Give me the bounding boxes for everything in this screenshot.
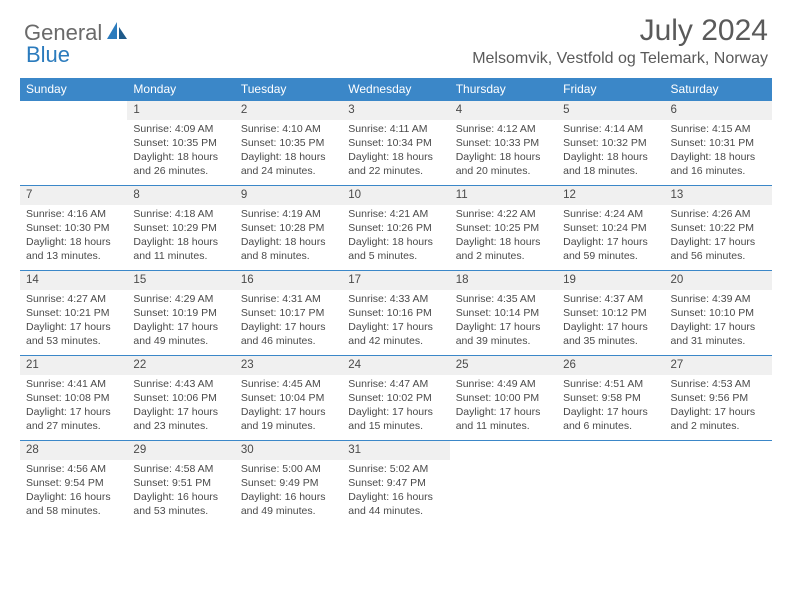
day-number: 21 [20,356,127,375]
day-number-row: 28293031 [20,441,772,460]
day-number: 9 [235,186,342,205]
day-content-row: Sunrise: 4:41 AM Sunset: 10:08 PM Daylig… [20,375,772,441]
day-cell: Sunrise: 4:15 AM Sunset: 10:31 PM Daylig… [665,120,772,186]
day-number: 15 [127,271,234,290]
day-cell [20,120,127,186]
day-cell: Sunrise: 4:29 AM Sunset: 10:19 PM Daylig… [127,290,234,356]
day-cell [557,460,664,526]
day-cell: Sunrise: 4:09 AM Sunset: 10:35 PM Daylig… [127,120,234,186]
day-number: 19 [557,271,664,290]
day-cell: Sunrise: 4:19 AM Sunset: 10:28 PM Daylig… [235,205,342,271]
day-cell: Sunrise: 4:27 AM Sunset: 10:21 PM Daylig… [20,290,127,356]
logo-text-blue: Blue [26,42,70,67]
day-cell: Sunrise: 4:14 AM Sunset: 10:32 PM Daylig… [557,120,664,186]
day-cell: Sunrise: 4:37 AM Sunset: 10:12 PM Daylig… [557,290,664,356]
weekday-header: Saturday [665,78,772,101]
day-number: 13 [665,186,772,205]
day-number-row: 123456 [20,101,772,120]
day-number: 28 [20,441,127,460]
day-content-row: Sunrise: 4:16 AM Sunset: 10:30 PM Daylig… [20,205,772,271]
day-number: 5 [557,101,664,120]
day-cell: Sunrise: 4:58 AM Sunset: 9:51 PM Dayligh… [127,460,234,526]
day-content-row: Sunrise: 4:56 AM Sunset: 9:54 PM Dayligh… [20,460,772,526]
day-cell: Sunrise: 4:45 AM Sunset: 10:04 PM Daylig… [235,375,342,441]
day-cell: Sunrise: 4:24 AM Sunset: 10:24 PM Daylig… [557,205,664,271]
day-number: 7 [20,186,127,205]
day-cell [450,460,557,526]
day-number: 26 [557,356,664,375]
day-number: 20 [665,271,772,290]
day-cell: Sunrise: 4:35 AM Sunset: 10:14 PM Daylig… [450,290,557,356]
day-number [20,101,127,120]
day-number [665,441,772,460]
day-number: 30 [235,441,342,460]
day-cell: Sunrise: 4:31 AM Sunset: 10:17 PM Daylig… [235,290,342,356]
day-number: 14 [20,271,127,290]
day-cell: Sunrise: 4:26 AM Sunset: 10:22 PM Daylig… [665,205,772,271]
day-cell: Sunrise: 4:21 AM Sunset: 10:26 PM Daylig… [342,205,449,271]
day-number: 22 [127,356,234,375]
day-number: 6 [665,101,772,120]
day-number: 31 [342,441,449,460]
weekday-header-row: Sunday Monday Tuesday Wednesday Thursday… [20,78,772,101]
day-cell: Sunrise: 4:49 AM Sunset: 10:00 PM Daylig… [450,375,557,441]
location: Melsomvik, Vestfold og Telemark, Norway [472,50,768,68]
day-number: 3 [342,101,449,120]
weekday-header: Tuesday [235,78,342,101]
day-cell: Sunrise: 4:11 AM Sunset: 10:34 PM Daylig… [342,120,449,186]
day-number: 25 [450,356,557,375]
day-number-row: 14151617181920 [20,271,772,290]
weekday-header: Friday [557,78,664,101]
day-number: 4 [450,101,557,120]
day-cell: Sunrise: 4:47 AM Sunset: 10:02 PM Daylig… [342,375,449,441]
day-cell: Sunrise: 4:53 AM Sunset: 9:56 PM Dayligh… [665,375,772,441]
day-cell: Sunrise: 4:16 AM Sunset: 10:30 PM Daylig… [20,205,127,271]
day-number: 24 [342,356,449,375]
day-cell: Sunrise: 4:41 AM Sunset: 10:08 PM Daylig… [20,375,127,441]
day-number: 27 [665,356,772,375]
day-cell: Sunrise: 4:10 AM Sunset: 10:35 PM Daylig… [235,120,342,186]
month-title: July 2024 [472,14,768,48]
day-number: 8 [127,186,234,205]
day-content-row: Sunrise: 4:27 AM Sunset: 10:21 PM Daylig… [20,290,772,356]
day-cell [665,460,772,526]
day-cell: Sunrise: 5:02 AM Sunset: 9:47 PM Dayligh… [342,460,449,526]
day-cell: Sunrise: 5:00 AM Sunset: 9:49 PM Dayligh… [235,460,342,526]
weekday-header: Sunday [20,78,127,101]
day-cell: Sunrise: 4:51 AM Sunset: 9:58 PM Dayligh… [557,375,664,441]
day-cell: Sunrise: 4:56 AM Sunset: 9:54 PM Dayligh… [20,460,127,526]
day-cell: Sunrise: 4:12 AM Sunset: 10:33 PM Daylig… [450,120,557,186]
weekday-header: Wednesday [342,78,449,101]
day-number: 10 [342,186,449,205]
day-cell: Sunrise: 4:43 AM Sunset: 10:06 PM Daylig… [127,375,234,441]
header: General July 2024 Melsomvik, Vestfold og… [0,0,792,72]
day-cell: Sunrise: 4:18 AM Sunset: 10:29 PM Daylig… [127,205,234,271]
day-number: 12 [557,186,664,205]
day-number: 29 [127,441,234,460]
day-number-row: 78910111213 [20,186,772,205]
calendar-body: 123456Sunrise: 4:09 AM Sunset: 10:35 PM … [20,101,772,526]
calendar-table: Sunday Monday Tuesday Wednesday Thursday… [20,78,772,526]
day-cell: Sunrise: 4:33 AM Sunset: 10:16 PM Daylig… [342,290,449,356]
weekday-header: Monday [127,78,234,101]
day-number: 11 [450,186,557,205]
title-block: July 2024 Melsomvik, Vestfold og Telemar… [472,14,768,68]
day-number: 16 [235,271,342,290]
day-content-row: Sunrise: 4:09 AM Sunset: 10:35 PM Daylig… [20,120,772,186]
weekday-header: Thursday [450,78,557,101]
day-number: 1 [127,101,234,120]
day-number-row: 21222324252627 [20,356,772,375]
day-number: 18 [450,271,557,290]
day-number: 17 [342,271,449,290]
day-cell: Sunrise: 4:39 AM Sunset: 10:10 PM Daylig… [665,290,772,356]
day-number: 23 [235,356,342,375]
day-number [557,441,664,460]
day-number: 2 [235,101,342,120]
day-cell: Sunrise: 4:22 AM Sunset: 10:25 PM Daylig… [450,205,557,271]
day-number [450,441,557,460]
logo-sail-icon [106,21,128,46]
